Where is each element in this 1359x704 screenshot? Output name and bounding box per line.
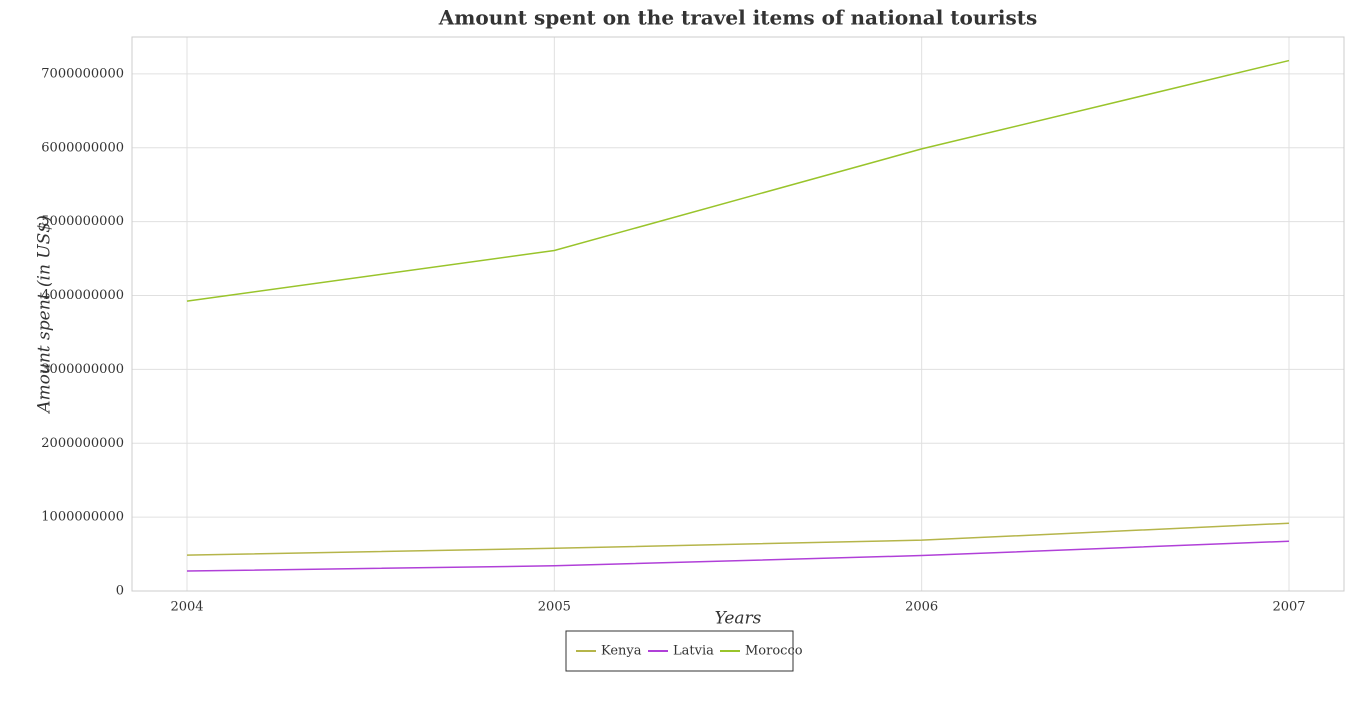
y-tick-label: 4000000000: [41, 288, 124, 303]
y-tick-label: 2000000000: [41, 436, 124, 451]
line-series: [186, 522, 1290, 556]
legend-label: Morocco: [745, 644, 803, 659]
x-tick-label: 2004: [170, 600, 203, 615]
y-axis-label: Amount spent (in US$): [35, 215, 55, 414]
x-tick-label: 2007: [1272, 600, 1305, 615]
chart-title: Amount spent on the travel items of nati…: [438, 6, 1038, 30]
legend-label: Kenya: [601, 644, 642, 659]
x-axis-label: Years: [715, 609, 762, 629]
y-tick-label: 6000000000: [41, 140, 124, 155]
legend-label: Latvia: [673, 644, 714, 659]
y-tick-label: 3000000000: [41, 362, 124, 377]
x-tick-label: 2005: [538, 600, 571, 615]
y-tick-label: 5000000000: [41, 214, 124, 229]
x-tick-label: 2006: [905, 600, 938, 615]
line-series: [186, 540, 1290, 572]
y-tick-label: 7000000000: [41, 66, 124, 81]
line-series: [186, 59, 1290, 302]
legend-box: [565, 630, 794, 672]
y-tick-label: 1000000000: [41, 510, 124, 525]
plot-frame: [131, 36, 1345, 592]
y-tick-label: 0: [116, 584, 124, 599]
